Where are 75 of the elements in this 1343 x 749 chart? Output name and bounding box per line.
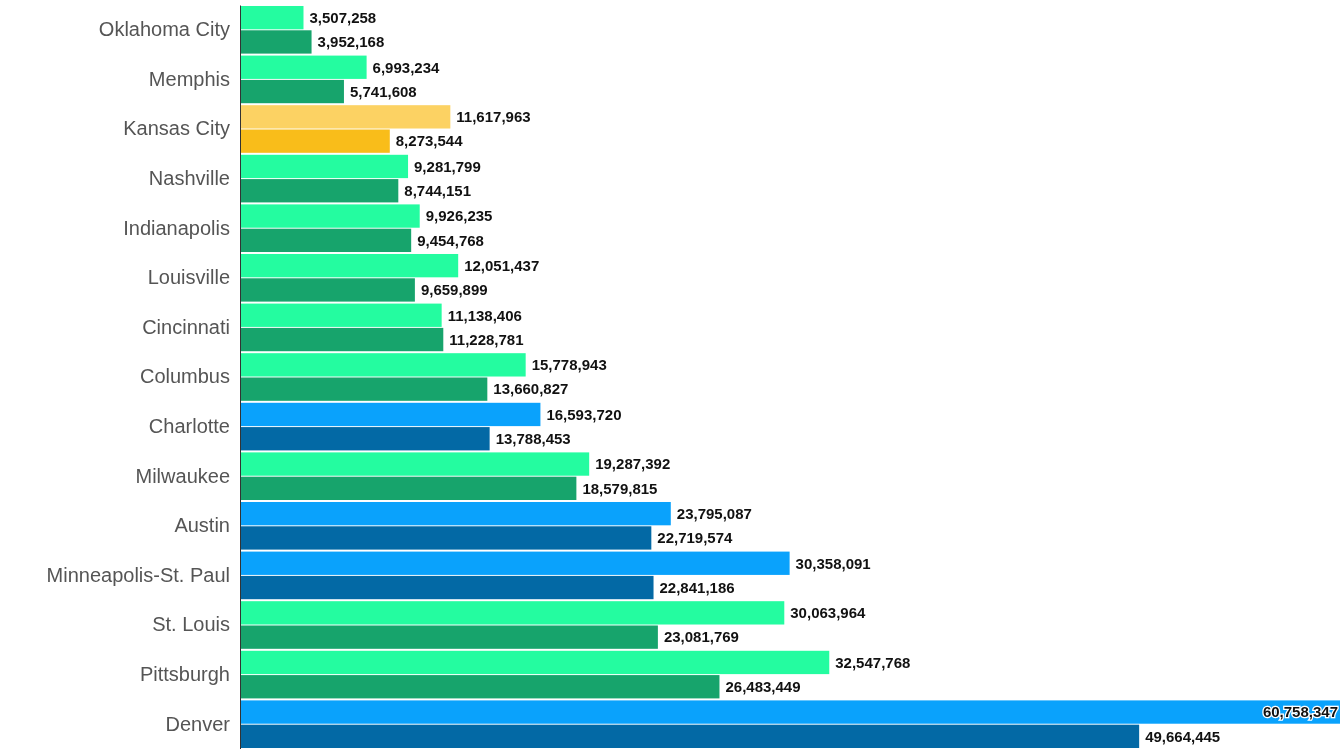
y-tick-label: Columbus — [139, 365, 230, 388]
data-label: 5,741,608 — [349, 82, 417, 100]
y-tick-label: Memphis — [148, 67, 230, 90]
data-label: 6,993,234 — [372, 58, 440, 76]
data-label: 3,952,168 — [317, 33, 385, 51]
bar — [240, 551, 790, 575]
data-label: 22,719,574 — [657, 529, 734, 547]
y-tick-label: Pittsburgh — [139, 663, 230, 685]
bar — [240, 700, 1340, 724]
bar — [240, 30, 312, 54]
data-label: 11,228,781 — [449, 330, 524, 348]
data-label: 30,358,091 — [795, 554, 871, 572]
data-label: 12,051,437 — [464, 256, 540, 274]
y-tick-label: Cincinnati — [142, 315, 230, 338]
data-label: 9,926,235 — [425, 207, 493, 225]
y-tick-label: Austin — [174, 514, 230, 537]
y-tick-label: Nashville — [148, 167, 230, 189]
bar — [240, 675, 720, 699]
data-label: 13,788,453 — [495, 430, 571, 447]
data-label: 9,659,899 — [420, 281, 488, 299]
bar — [240, 55, 367, 79]
data-label: 23,795,087 — [676, 504, 752, 522]
y-tick-label: Charlotte — [148, 415, 230, 437]
bar — [240, 476, 577, 501]
data-label: 32,547,768 — [835, 653, 911, 671]
data-label: 19,287,392 — [595, 455, 671, 473]
data-label: 9,454,768 — [417, 231, 484, 249]
bar — [240, 575, 654, 600]
data-label: 30,063,964 — [790, 604, 867, 622]
y-tick-label: Indianapolis — [123, 216, 230, 239]
bar — [240, 303, 442, 327]
data-label: 16,593,720 — [546, 405, 622, 423]
bar — [240, 228, 412, 253]
bar — [240, 129, 390, 153]
bar — [240, 625, 658, 649]
bar — [240, 601, 785, 625]
bar — [240, 105, 451, 129]
data-label: 13,660,827 — [493, 380, 569, 398]
data-label: 9,281,799 — [414, 157, 481, 175]
bar — [240, 650, 830, 675]
bar — [240, 179, 399, 203]
bar — [240, 526, 652, 550]
bar — [240, 5, 304, 30]
data-label: 11,617,963 — [456, 108, 531, 126]
data-label: 60,758,347 — [1262, 703, 1338, 721]
bar — [240, 327, 444, 352]
data-label: 8,273,544 — [395, 132, 464, 150]
data-label: 18,579,815 — [582, 479, 658, 497]
y-tick-label: Milwaukee — [135, 464, 230, 487]
y-tick-label: Minneapolis-St. Paul — [46, 563, 230, 586]
bar — [240, 353, 526, 377]
data-label: 15,778,943 — [531, 356, 607, 374]
y-tick-label: St. Louis — [152, 613, 230, 636]
data-label: 3,507,258 — [309, 8, 377, 26]
data-label: 26,483,449 — [725, 678, 801, 695]
data-label: 11,138,406 — [447, 306, 522, 324]
bar — [240, 278, 415, 302]
y-tick-label: Kansas City — [123, 117, 230, 140]
bar — [240, 253, 459, 278]
bar — [240, 154, 409, 179]
bar — [240, 79, 344, 104]
data-label: 22,841,186 — [659, 578, 735, 596]
y-tick-label: Denver — [165, 712, 231, 735]
data-label: 23,081,769 — [663, 628, 739, 646]
data-label: 8,744,151 — [404, 182, 472, 199]
bar — [240, 724, 1140, 749]
bar — [240, 377, 488, 401]
bar — [240, 452, 590, 476]
y-tick-label: Louisville — [147, 266, 230, 289]
y-tick-label: Oklahoma City — [98, 18, 230, 41]
bar — [240, 427, 490, 451]
bar — [240, 501, 671, 526]
data-label: 49,664,445 — [1145, 727, 1221, 745]
bar — [240, 402, 541, 427]
bar — [240, 204, 420, 228]
